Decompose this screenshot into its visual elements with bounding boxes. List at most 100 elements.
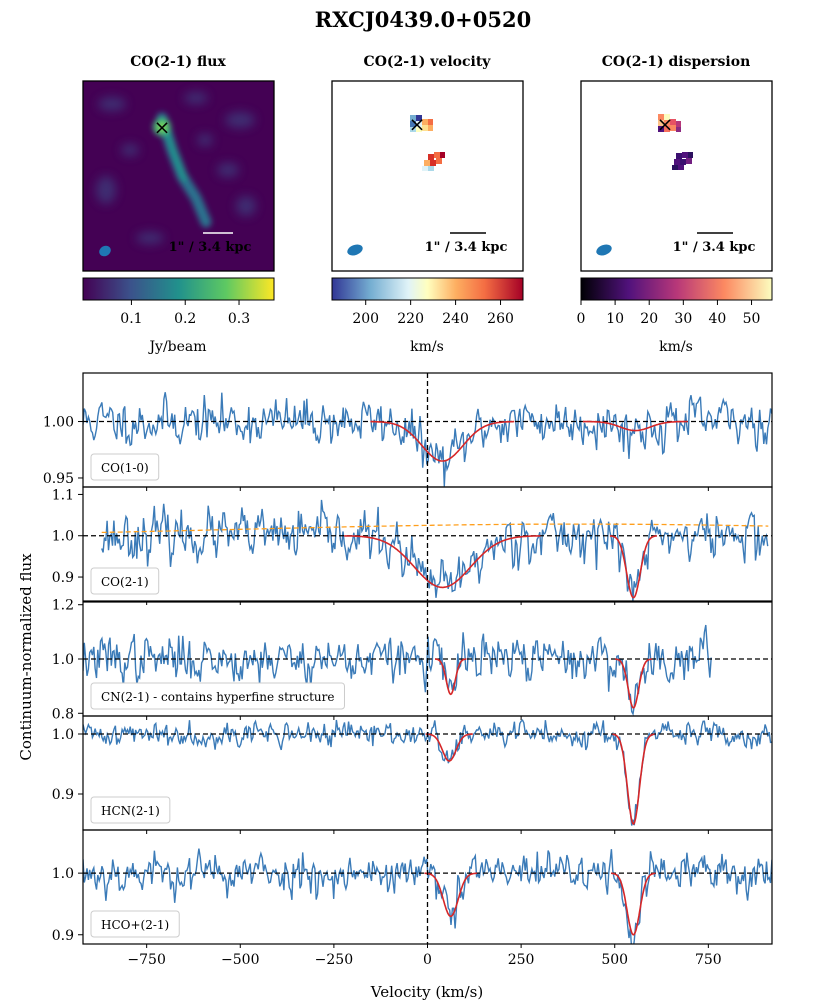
- figure-title: RXCJ0439.0+0520: [315, 7, 531, 32]
- spectrum-legend: CO(2-1): [90, 567, 160, 595]
- x-tick-label: −750: [127, 952, 165, 968]
- colorbar-tick-label: 260: [487, 311, 514, 327]
- velocity-colorbar-label: km/s: [410, 339, 444, 355]
- x-tick-label: −250: [315, 952, 353, 968]
- spectrum-legend-label: CO(1-0): [101, 461, 149, 475]
- spectrum-legend-box: [90, 567, 160, 595]
- spectrum-legend-label: HCO+(2-1): [101, 918, 169, 932]
- spectrum-legend-box: [90, 453, 160, 481]
- y-tick-label: 0.9: [52, 928, 74, 944]
- spectrum-data-line: [83, 848, 772, 944]
- continuum-fit-curve: [101, 523, 769, 534]
- dispersion-map-beam: [596, 244, 612, 256]
- x-tick-label: 250: [508, 952, 535, 968]
- flux-map-scalebar-label: 1" / 3.4 kpc: [169, 240, 252, 255]
- spectrum-legend-box: [90, 910, 180, 938]
- spectrum-legend-label: HCN(2-1): [101, 804, 160, 818]
- y-tick-label: 0.8: [52, 706, 74, 722]
- spectra-ylabel: Continuum-normalized flux: [17, 553, 35, 761]
- velocity-colorbar-ticks: 200 220 240 260: [352, 300, 514, 327]
- x-tick-label: 750: [695, 952, 722, 968]
- velocity-map-scalebar-label: 1" / 3.4 kpc: [425, 240, 508, 255]
- dispersion-colorbar-label: km/s: [659, 339, 693, 355]
- velocity-map-panel: CO(2-1) velocity × 1" / 3.4 kpc 200 220 24…: [331, 54, 524, 355]
- absorption-fit-curve: [582, 420, 688, 432]
- y-tick-label: 1.0: [52, 866, 74, 882]
- colorbar-tick-label: 0: [577, 311, 586, 327]
- spectrum-legend-box: [90, 682, 345, 710]
- y-tick-label: 0.95: [43, 471, 74, 487]
- spectra-stack: 0.951.00CO(1-0)0.91.01.1CO(2-1)0.81.01.2…: [43, 372, 773, 968]
- flux-map-emission: [96, 92, 256, 244]
- colorbar-tick-label: 10: [606, 311, 624, 327]
- spectrum-legend: CO(1-0): [90, 453, 160, 481]
- spectrum-panel: 0.9 1.0 HCN(2-1): [52, 715, 773, 834]
- dispersion-map-marker: ×: [657, 112, 674, 136]
- dispersion-colorbar-ticks: 0 10 20 30 40 50: [577, 300, 761, 327]
- x-tick-label: 500: [601, 952, 628, 968]
- velocity-map-beam: [347, 244, 363, 256]
- velocity-map-pixels: [410, 115, 445, 171]
- x-tick-label: 0: [423, 952, 432, 968]
- spectrum-legend-label: CO(2-1): [101, 575, 149, 589]
- colorbar-tick-label: 0.3: [228, 311, 250, 327]
- absorption-fit-curve: [609, 535, 657, 599]
- velocity-map-marker: ×: [409, 112, 426, 136]
- spectra-xlabel: Velocity (km/s): [370, 983, 483, 1001]
- velocity-map-title: CO(2-1) velocity: [364, 54, 492, 70]
- flux-colorbar: [82, 277, 275, 301]
- y-tick-label: 1.0: [52, 529, 74, 545]
- colorbar-tick-label: 40: [709, 311, 727, 327]
- absorption-fit-curve: [425, 733, 473, 762]
- spectrum-legend-label: CN(2-1) - contains hyperfine structure: [101, 690, 334, 704]
- colorbar-tick-label: 0.2: [174, 311, 196, 327]
- flux-map-beam: [99, 245, 111, 257]
- velocity-map-background: [331, 80, 524, 272]
- dispersion-map-title: CO(2-1) dispersion: [602, 54, 751, 70]
- velocity-colorbar: [331, 277, 524, 301]
- spectrum-legend: HCO+(2-1): [90, 910, 180, 938]
- absorption-fit-curve: [435, 658, 467, 696]
- colorbar-tick-label: 30: [674, 311, 692, 327]
- flux-colorbar-label: Jy/beam: [147, 339, 206, 355]
- absorption-fit-curve: [612, 733, 655, 826]
- absorption-fit-curve: [611, 872, 656, 936]
- x-tick-label: −500: [221, 952, 259, 968]
- spectrum-data-line: [83, 624, 712, 716]
- flux-colorbar-ticks: 0.1 0.2 0.3: [120, 300, 250, 327]
- y-tick-label: 0.9: [52, 570, 74, 586]
- colorbar-tick-label: 240: [442, 311, 469, 327]
- flux-map-frame: [82, 80, 275, 272]
- dispersion-map-background: [580, 80, 773, 272]
- absorption-fit-curve: [344, 535, 541, 589]
- absorption-fit-curve: [615, 658, 652, 709]
- colorbar-tick-label: 50: [743, 311, 761, 327]
- spectrum-panel: 0.95 1.00 CO(1-0): [43, 372, 773, 491]
- dispersion-map-panel: CO(2-1) dispersion × 1" / 3.4 kpc 0 10 20 3…: [577, 54, 773, 355]
- flux-map-marker: ×: [154, 115, 171, 139]
- dispersion-colorbar: [580, 277, 773, 301]
- y-tick-label: 0.9: [52, 787, 74, 803]
- colorbar-tick-label: 20: [640, 311, 658, 327]
- spectrum-panel: 0.9 1.0 1.1 CO(2-1): [52, 486, 773, 605]
- flux-map-panel: CO(2-1) flux × 1" / 3.: [82, 54, 275, 355]
- colorbar-tick-label: 0.1: [120, 311, 142, 327]
- colorbar-tick-label: 200: [352, 311, 379, 327]
- y-tick-label: 1.0: [52, 727, 74, 743]
- flux-map-title: CO(2-1) flux: [130, 54, 226, 70]
- y-tick-label: 1.2: [52, 598, 74, 614]
- dispersion-map-pixels: [658, 114, 693, 170]
- spectrum-panel: 0.9 1.0 −750 −500 −250 0 250 500 750 HCO+(2-1): [52, 829, 773, 968]
- absorption-fit-curve: [370, 420, 515, 462]
- spectrum-legend-box: [90, 796, 171, 824]
- dispersion-map-scalebar-label: 1" / 3.4 kpc: [673, 240, 756, 255]
- y-tick-label: 1.00: [43, 415, 74, 431]
- spectrum-data-line: [101, 499, 769, 601]
- absorption-fit-curve: [424, 872, 478, 918]
- spectrum-panel: 0.8 1.0 1.2 CN(2-1) - contains hyperfine st…: [52, 598, 773, 722]
- colorbar-tick-label: 220: [397, 311, 424, 327]
- spectrum-legend: CN(2-1) - contains hyperfine structure: [90, 682, 345, 710]
- y-tick-label: 1.0: [52, 652, 74, 668]
- y-tick-label: 1.1: [52, 487, 74, 503]
